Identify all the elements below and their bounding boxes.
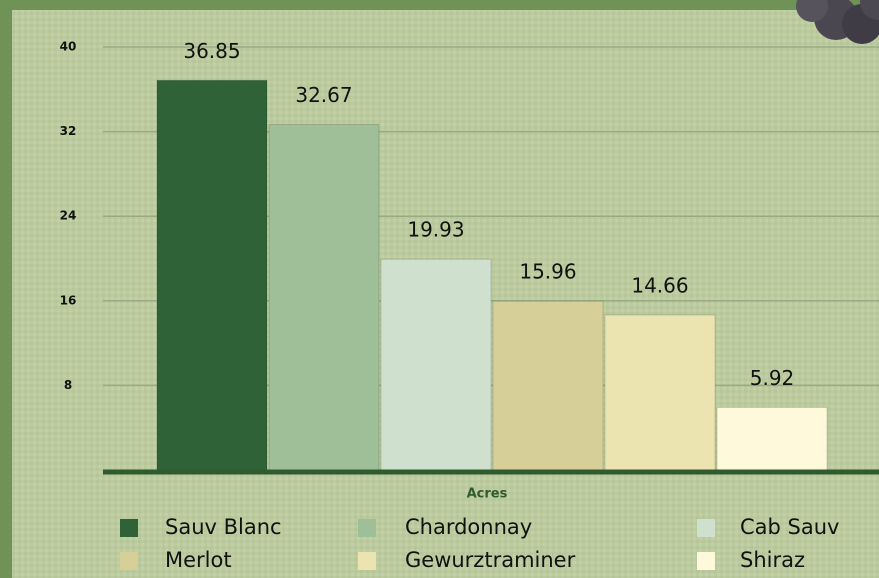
legend-label: Chardonnay <box>405 515 532 539</box>
bar <box>269 125 379 470</box>
chart: Acres 8 16 24 32 40 36.85 32.67 19.93 15.96 14.66… <box>0 0 879 578</box>
data-label: 19.93 <box>407 218 464 242</box>
bar <box>157 80 267 470</box>
bar <box>605 315 715 470</box>
y-tick-label: 8 <box>64 378 72 392</box>
y-tick-label: 40 <box>60 40 77 54</box>
y-tick-label: 24 <box>60 209 77 223</box>
x-axis-label: Acres <box>467 487 508 502</box>
y-tick-label: 32 <box>60 124 77 138</box>
data-label: 15.96 <box>519 260 576 284</box>
legend-label: Gewurztraminer <box>405 548 576 572</box>
legend-swatch <box>120 519 138 537</box>
legend-swatch <box>358 519 376 537</box>
y-tick-label: 16 <box>60 293 77 307</box>
legend-label: Shiraz <box>740 548 805 572</box>
legend-label: Merlot <box>165 548 232 572</box>
bar <box>381 259 491 470</box>
data-label: 5.92 <box>750 366 795 390</box>
bar <box>717 407 827 470</box>
legend-swatch <box>120 552 138 570</box>
legend-swatch <box>697 519 715 537</box>
bar <box>493 301 603 470</box>
legend-label: Sauv Blanc <box>165 515 282 539</box>
data-label: 36.85 <box>183 39 240 63</box>
data-label: 32.67 <box>295 83 352 107</box>
legend-swatch <box>358 552 376 570</box>
legend-swatch <box>697 552 715 570</box>
data-label: 14.66 <box>631 273 688 297</box>
legend-label: Cab Sauv <box>740 515 839 539</box>
